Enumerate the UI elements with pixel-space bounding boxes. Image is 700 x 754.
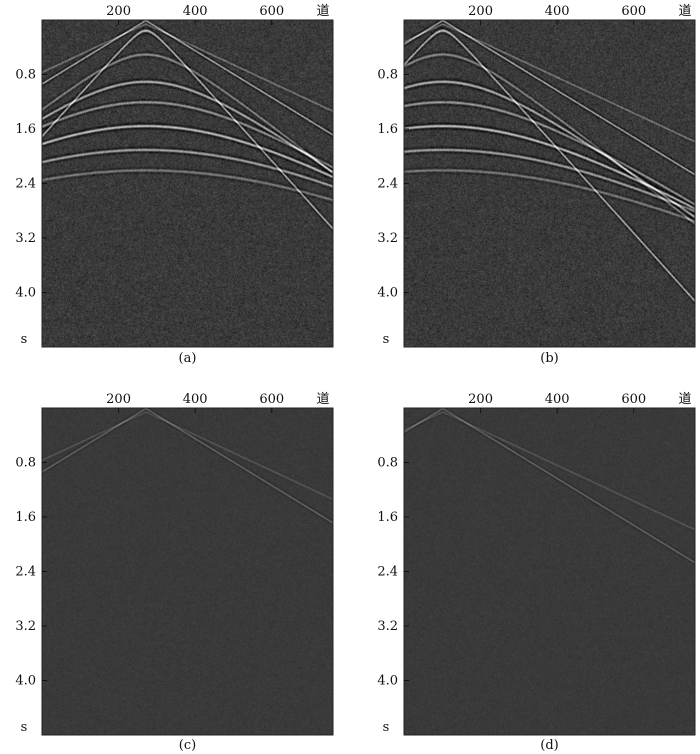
x-tick-label: 600 bbox=[621, 4, 646, 19]
y-tick-label: 4.0 bbox=[15, 674, 36, 689]
y-tick-label: 1.6 bbox=[15, 510, 36, 525]
y-tick-label: 4.0 bbox=[377, 674, 398, 689]
y-tick-label: 3.2 bbox=[15, 619, 36, 634]
y-tick-label: 4.0 bbox=[15, 286, 36, 301]
panel-caption: (b) bbox=[540, 351, 558, 366]
seismic-section-image bbox=[404, 20, 695, 347]
x-tick-label: 600 bbox=[259, 4, 284, 19]
y-tick-label: 0.8 bbox=[377, 68, 398, 83]
y-tick-label: 0.8 bbox=[15, 68, 36, 83]
panel-caption: (c) bbox=[179, 738, 196, 753]
y-tick-label: 3.2 bbox=[377, 231, 398, 246]
y-tick-label: 4.0 bbox=[377, 286, 398, 301]
x-tick-label: 200 bbox=[106, 4, 131, 19]
x-tick-label: 400 bbox=[183, 392, 208, 407]
x-tick-label: 600 bbox=[621, 392, 646, 407]
y-tick-label: 3.2 bbox=[377, 619, 398, 634]
seismic-section-image bbox=[404, 408, 695, 735]
y-tick-label: 0.8 bbox=[377, 456, 398, 471]
x-tick-label: 400 bbox=[183, 4, 208, 19]
y-tick-label: 3.2 bbox=[15, 231, 36, 246]
y-axis-label: s bbox=[383, 332, 390, 347]
y-tick-label: 2.4 bbox=[15, 565, 36, 580]
x-tick-label: 400 bbox=[545, 392, 570, 407]
y-tick-label: 2.4 bbox=[377, 565, 398, 580]
y-axis-label: s bbox=[21, 720, 28, 735]
panel-caption: (d) bbox=[540, 738, 558, 753]
y-tick-label: 2.4 bbox=[377, 177, 398, 192]
x-axis-label: 道 bbox=[678, 392, 691, 407]
x-tick-label: 200 bbox=[468, 392, 493, 407]
y-tick-label: 2.4 bbox=[15, 177, 36, 192]
y-tick-label: 1.6 bbox=[377, 122, 398, 137]
panel-caption: (a) bbox=[179, 351, 197, 366]
seismic-section-image bbox=[42, 408, 333, 735]
x-tick-label: 600 bbox=[259, 392, 284, 407]
y-axis-label: s bbox=[383, 720, 390, 735]
y-tick-label: 1.6 bbox=[15, 122, 36, 137]
x-tick-label: 400 bbox=[545, 4, 570, 19]
x-tick-label: 200 bbox=[468, 4, 493, 19]
y-axis-label: s bbox=[21, 332, 28, 347]
x-axis-label: 道 bbox=[316, 392, 329, 407]
y-tick-label: 0.8 bbox=[15, 456, 36, 471]
seismic-section-image bbox=[42, 20, 333, 347]
x-axis-label: 道 bbox=[316, 4, 329, 19]
y-tick-label: 1.6 bbox=[377, 510, 398, 525]
x-axis-label: 道 bbox=[678, 4, 691, 19]
x-tick-label: 200 bbox=[106, 392, 131, 407]
